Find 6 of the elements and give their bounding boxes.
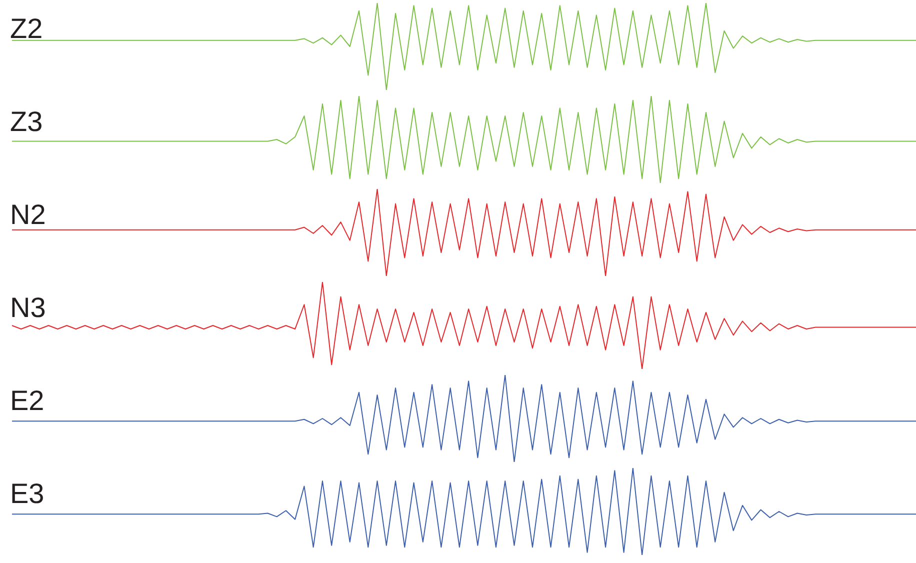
chart-title: E3 <box>10 478 44 509</box>
chart-title: Z2 <box>10 13 43 44</box>
chart-title: N3 <box>10 292 46 323</box>
chart-title: E2 <box>10 385 44 416</box>
chart-title: N2 <box>10 199 46 230</box>
chart-title: Z3 <box>10 106 43 137</box>
